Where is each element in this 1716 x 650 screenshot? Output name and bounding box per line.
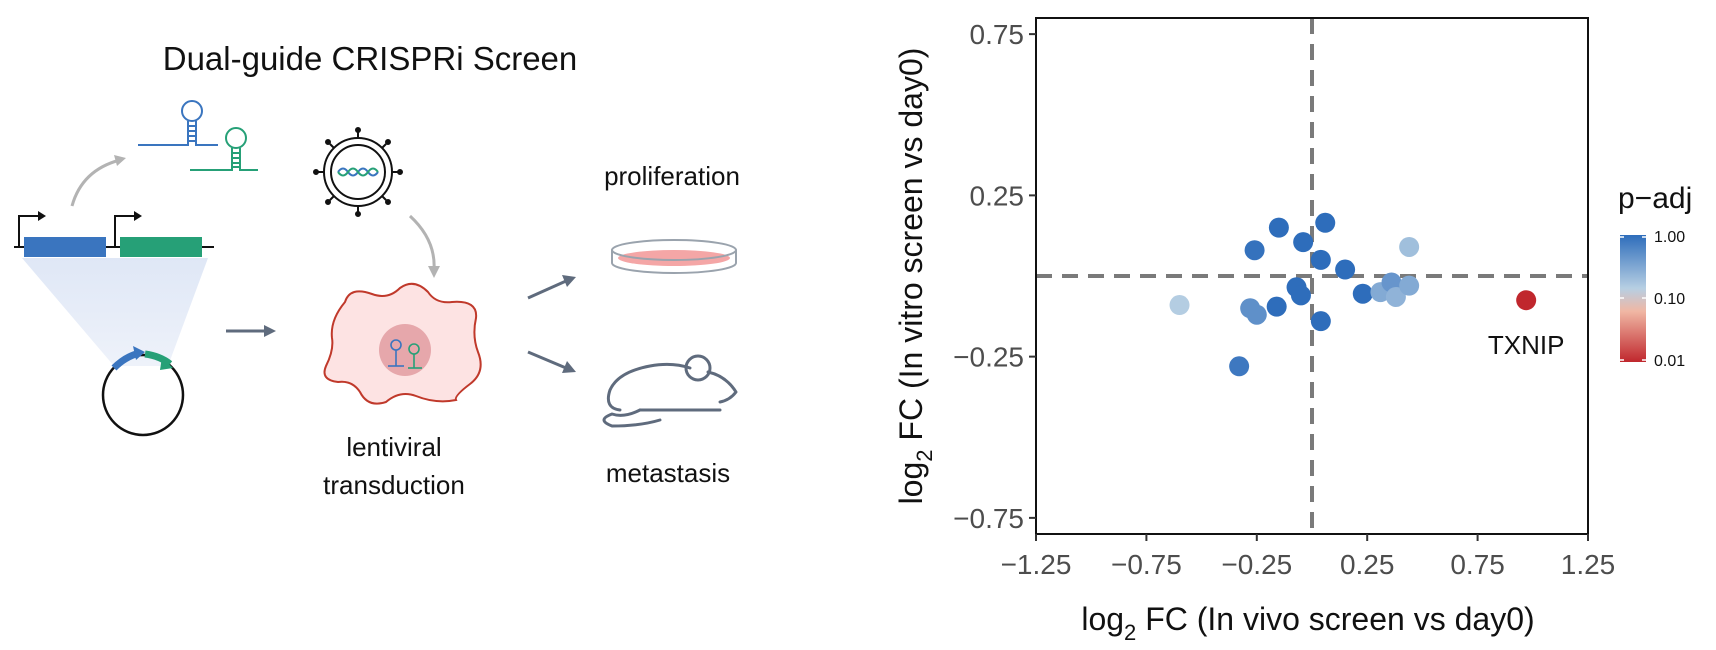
scatter-point-21 xyxy=(1516,290,1537,311)
y-tick-label: −0.25 xyxy=(953,342,1024,373)
construct-zoom-fan xyxy=(22,258,208,366)
schematic-title: Dual-guide CRISPRi Screen xyxy=(163,40,578,77)
scatter-point-13 xyxy=(1352,283,1373,304)
scatter-point-20 xyxy=(1229,356,1250,377)
scatter-chart: TXNIP −1.25 −0.75 −0.25 0.25 0.75 1.25 −0.75−… xyxy=(893,17,1692,645)
y-tick-label: 0.25 xyxy=(970,180,1025,211)
x-tick-label: 0.25 xyxy=(1340,549,1395,580)
scatter-point-16 xyxy=(1385,286,1406,307)
transduction-label-line2: transduction xyxy=(323,470,465,500)
schematic: Dual-guide CRISPRi Screen xyxy=(14,40,740,500)
sgrna-hairpin-green-icon xyxy=(190,127,258,171)
scatter-point-1 xyxy=(1268,217,1289,238)
x-tick-label: 1.25 xyxy=(1561,549,1616,580)
x-tick-label: 0.75 xyxy=(1450,549,1505,580)
lentivirus-icon xyxy=(313,127,403,217)
x-axis-label: log2 FC (In vivo screen vs day0) xyxy=(1081,601,1534,645)
legend-title: p−adj xyxy=(1618,182,1692,215)
plasmid-icon xyxy=(101,346,185,437)
y-axis-ticks: −0.75 −0.25 0.25 0.75 xyxy=(953,19,1036,534)
scatter-point-12 xyxy=(1310,311,1331,332)
scatter-point-8 xyxy=(1290,285,1311,306)
arrow-to-metastasis-icon xyxy=(527,350,576,373)
sgrna-hairpin-blue-icon xyxy=(138,100,218,146)
petri-dish-icon xyxy=(611,239,737,274)
scatter-point-6 xyxy=(1335,259,1356,280)
legend-label-high: 1.00 xyxy=(1654,229,1685,246)
scatter-point-18 xyxy=(1399,236,1420,257)
scatter-point-9 xyxy=(1266,296,1287,317)
y-tick-label: −0.75 xyxy=(953,503,1024,534)
transduction-arrowhead-icon xyxy=(428,266,440,278)
transduction-label-line1: lentiviral xyxy=(346,432,441,462)
mouse-icon xyxy=(602,354,738,428)
scatter-point-11 xyxy=(1246,304,1267,325)
point-label-txnip: TXNIP xyxy=(1488,330,1565,360)
scatter-point-2 xyxy=(1293,232,1314,253)
scatter-point-3 xyxy=(1315,212,1336,233)
x-tick-label: −1.25 xyxy=(1001,549,1072,580)
dual-guide-construct-icon xyxy=(14,211,214,257)
scatter-point-17 xyxy=(1399,275,1420,296)
scatter-point-4 xyxy=(1244,240,1265,261)
proliferation-label: proliferation xyxy=(604,161,740,191)
metastasis-label: metastasis xyxy=(606,458,730,488)
cell-icon xyxy=(323,282,482,405)
legend-colorbar xyxy=(1620,235,1646,362)
arrow-to-cell-icon xyxy=(226,325,276,337)
scatter-point-5 xyxy=(1310,249,1331,270)
x-tick-label: −0.75 xyxy=(1111,549,1182,580)
y-tick-label: 0.75 xyxy=(970,19,1025,50)
expression-arrow-icon xyxy=(70,158,121,207)
expression-arrowhead-icon xyxy=(114,155,126,166)
x-tick-label: −0.25 xyxy=(1221,549,1292,580)
plot-frame xyxy=(1035,17,1589,535)
legend-label-mid: 0.10 xyxy=(1654,291,1685,308)
x-axis-ticks: −1.25 −0.75 −0.25 0.25 0.75 1.25 xyxy=(1001,534,1616,580)
scatter-point-19 xyxy=(1169,295,1190,316)
arrow-to-proliferation-icon xyxy=(527,275,576,300)
legend-label-low: 0.01 xyxy=(1654,353,1685,370)
legend: p−adj 1.00 0.10 0.01 xyxy=(1618,182,1692,370)
transduction-arrow-icon xyxy=(408,214,436,271)
y-axis-label: log2 FC (In vitro screen vs day0) xyxy=(893,48,937,505)
